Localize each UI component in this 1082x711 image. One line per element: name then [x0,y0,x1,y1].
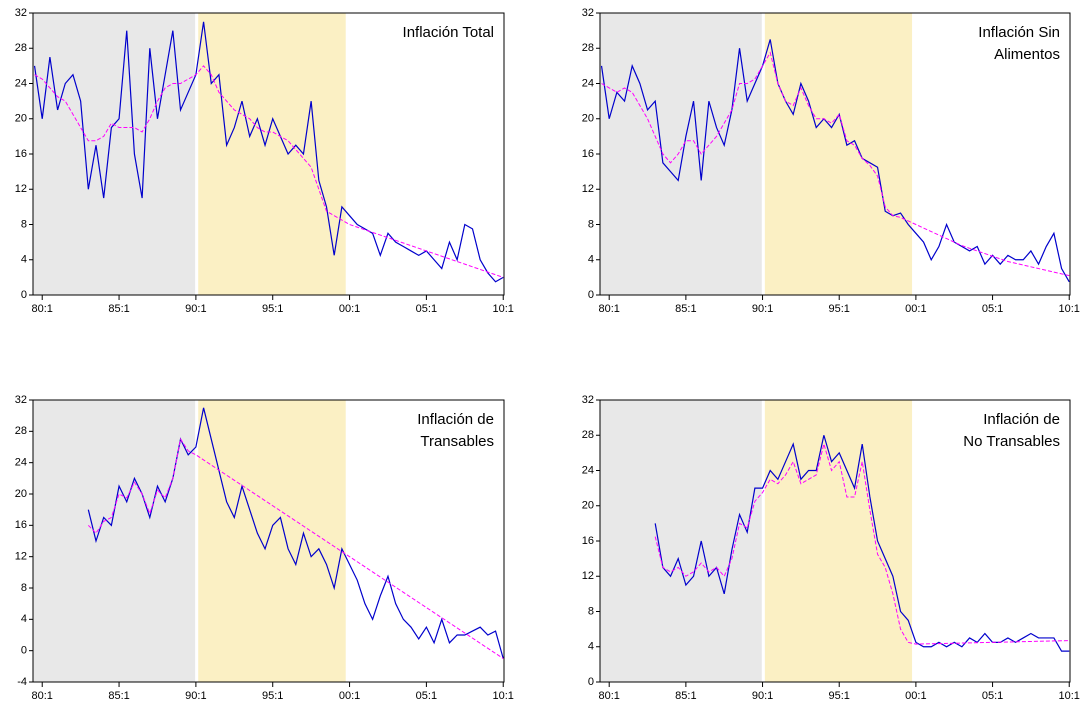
x-tick-label: 95:1 [829,303,850,315]
y-tick-label: 12 [582,183,594,195]
plot-frame [599,12,1071,296]
y-tick-label: 8 [588,605,594,617]
y-tick-label: 8 [21,218,27,230]
x-tick-label: 10:1 [1059,690,1080,702]
panel-title: Alimentos [994,46,1060,63]
x-tick-label: 95:1 [262,303,283,315]
plot-frame [32,12,505,296]
x-tick-label: 80:1 [32,690,53,702]
x-tick-label: 00:1 [905,690,926,702]
y-tick-label: 28 [15,425,27,437]
x-tick-label: 90:1 [185,690,206,702]
x-tick-label: 85:1 [675,690,696,702]
y-tick-label: 12 [15,551,27,563]
y-tick-label: 32 [15,7,27,19]
x-tick-label: 00:1 [339,690,360,702]
y-tick-label: 16 [582,148,594,160]
x-tick-label: 95:1 [262,690,283,702]
y-tick-label: 8 [588,218,594,230]
x-tick-label: 90:1 [185,303,206,315]
y-tick-label: 4 [588,641,594,653]
y-tick-label: 32 [582,394,594,406]
y-tick-label: 4 [588,254,594,266]
y-tick-label: 12 [582,570,594,582]
y-tick-label: 20 [582,500,594,512]
y-tick-label: -4 [17,676,27,688]
shaded-period [764,400,913,682]
y-tick-label: 0 [21,645,27,657]
x-tick-label: 05:1 [416,690,437,702]
y-tick-label: 32 [15,394,27,406]
y-tick-label: 16 [15,148,27,160]
series-line [654,442,1070,645]
x-tick-label: 80:1 [598,303,619,315]
x-tick-label: 85:1 [108,690,129,702]
x-tick-label: 10:1 [493,690,514,702]
shaded-period [764,13,913,295]
shaded-period [600,13,762,295]
y-tick-label: 16 [15,519,27,531]
series-line [87,437,504,659]
plot-frame [599,399,1071,683]
y-tick-label: 12 [15,183,27,195]
x-tick-label: 10:1 [493,303,514,315]
y-tick-label: 32 [582,7,594,19]
y-tick-label: 24 [582,464,594,476]
shaded-period [33,13,196,295]
x-tick-label: 85:1 [675,303,696,315]
series-line [601,51,1070,277]
series-line [34,65,504,278]
series-line [87,407,504,659]
y-tick-label: 20 [15,113,27,125]
x-tick-label: 00:1 [339,303,360,315]
y-tick-label: 24 [15,457,27,469]
series-line [600,39,1070,283]
x-tick-label: 05:1 [982,303,1003,315]
y-tick-label: 28 [15,42,27,54]
x-tick-label: 10:1 [1059,303,1080,315]
x-tick-label: 85:1 [108,303,129,315]
y-tick-label: 20 [582,113,594,125]
panel-title: Inflación de [983,411,1060,428]
panel-title: Inflación Sin [978,24,1060,41]
panel-title: Inflación Total [403,24,494,41]
y-tick-label: 28 [582,429,594,441]
y-tick-label: 16 [582,535,594,547]
y-tick-label: 20 [15,488,27,500]
panel-title: Transables [420,433,494,450]
y-tick-label: 24 [582,77,594,89]
x-tick-label: 90:1 [752,690,773,702]
plot-frame [32,399,505,683]
y-tick-label: 4 [21,613,27,625]
shaded-period [33,400,196,682]
x-tick-label: 80:1 [32,303,53,315]
y-tick-label: 0 [588,676,594,688]
y-tick-label: 8 [21,582,27,594]
x-tick-label: 90:1 [752,303,773,315]
shaded-period [198,400,346,682]
x-tick-label: 05:1 [982,690,1003,702]
shaded-period [198,13,346,295]
x-tick-label: 05:1 [416,303,437,315]
x-tick-label: 95:1 [829,690,850,702]
y-tick-label: 0 [21,289,27,301]
shaded-period [600,400,762,682]
x-tick-label: 80:1 [598,690,619,702]
x-tick-label: 00:1 [905,303,926,315]
panel-title: No Transables [963,433,1060,450]
y-tick-label: 0 [588,289,594,301]
y-tick-label: 24 [15,77,27,89]
panel-title: Inflación de [417,411,494,428]
y-tick-label: 28 [582,42,594,54]
y-tick-label: 4 [21,254,27,266]
